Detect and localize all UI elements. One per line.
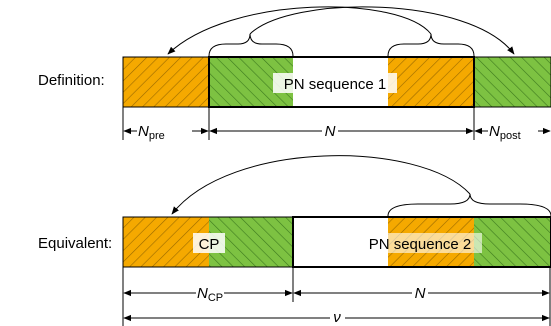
definition-label: Definition: <box>38 72 105 89</box>
dim-n-main1: N <box>325 123 336 140</box>
equivalent-label: Equivalent: <box>38 235 112 252</box>
brace-right <box>387 33 475 57</box>
dim-total: ν <box>333 309 341 326</box>
brace-left <box>208 33 294 57</box>
row2-dimensions: NCP N ν <box>122 267 551 326</box>
equivalent-row: Equivalent: CP PN sequence 2 NCP <box>38 155 551 326</box>
row1-dimensions: Npre N Npost <box>122 107 551 142</box>
pn-seq2-green-tail <box>474 217 551 267</box>
dim-n-post: Npost <box>489 123 521 142</box>
copy-arrow-cp <box>171 155 471 215</box>
brace-cp-source <box>387 193 551 217</box>
pn-seq1-label: PN sequence 1 <box>284 76 387 93</box>
copy-arrow-prefix <box>167 6 432 55</box>
dim-n-main2: N <box>415 285 426 302</box>
pn-seq2-frame <box>292 216 551 268</box>
prefix-block <box>123 57 209 107</box>
dim-n-pre: Npre <box>138 123 165 142</box>
pn-seq2-label: PN sequence 2 <box>369 236 472 253</box>
pn-seq1-frame <box>208 56 475 108</box>
dim-n-cp: NCP <box>197 285 223 304</box>
definition-row: Definition: PN sequence 1 Npre N <box>38 6 551 142</box>
pn-seq1-orange-tail <box>388 57 474 107</box>
copy-arrow-postfix <box>249 6 515 55</box>
postfix-block <box>474 57 551 107</box>
cp-label: CP <box>199 236 220 253</box>
